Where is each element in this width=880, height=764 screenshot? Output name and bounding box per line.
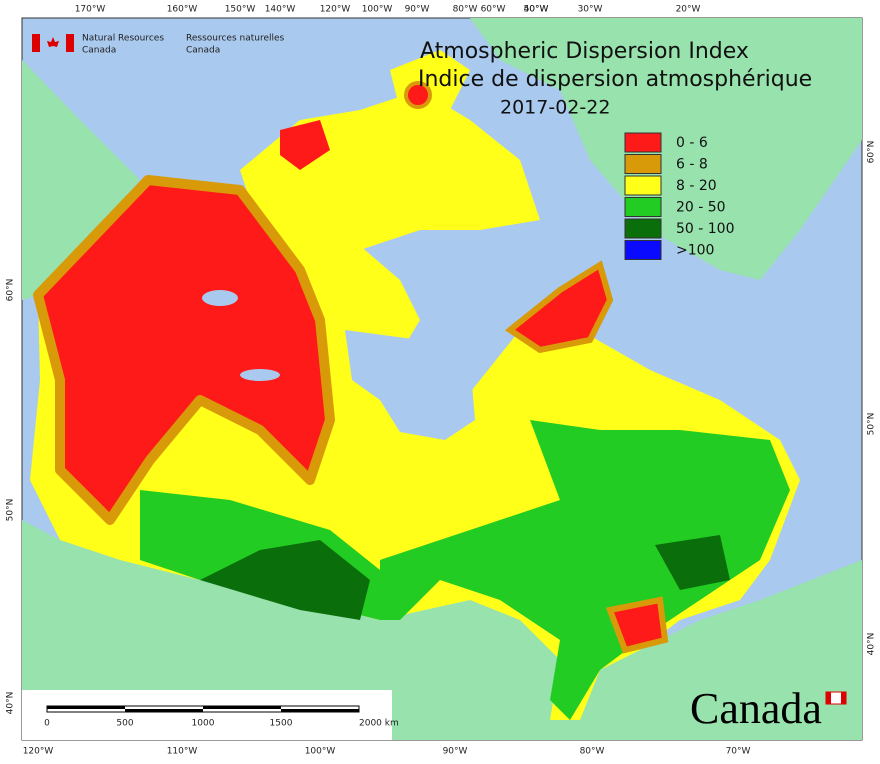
red-east <box>605 596 669 654</box>
flag-bar <box>826 692 831 704</box>
flag-bar <box>66 34 74 52</box>
lon-label: 140°W <box>265 5 296 15</box>
lon-label: 100°W <box>305 747 336 757</box>
title-date: 2017-02-22 <box>500 97 610 119</box>
maple-leaf <box>47 37 59 47</box>
lon-label: 160°W <box>167 5 198 15</box>
legend-swatch <box>624 197 662 217</box>
lake <box>202 290 238 306</box>
wordmark: Canada <box>690 684 822 733</box>
lat-label: 50°N <box>867 413 877 436</box>
lat-label: 40°N <box>6 692 16 715</box>
legend-label: 6 - 8 <box>676 157 708 173</box>
lon-label: 30°W <box>578 5 603 15</box>
scale-seg <box>47 706 125 709</box>
lat-label: 40°N <box>867 633 877 656</box>
dark-green-prairie <box>200 540 370 620</box>
lon-label: 60°W <box>481 5 506 15</box>
red-spot <box>404 81 432 109</box>
lon-label: 100°W <box>362 5 393 15</box>
legend-label: 0 - 6 <box>676 135 708 151</box>
red-island <box>280 120 330 170</box>
scale-bg <box>22 690 392 740</box>
scale-label: 1500 <box>270 719 293 729</box>
lat-label: 50°N <box>6 499 16 522</box>
title-fr: Indice de dispersion atmosphérique <box>418 67 812 92</box>
scale-label: 1000 <box>192 719 215 729</box>
title-en: Atmospheric Dispersion Index <box>420 39 749 64</box>
lon-label: 80°W <box>453 5 478 15</box>
red-labrador <box>504 260 614 354</box>
header-en: Canada <box>82 46 116 56</box>
scale-label: 500 <box>116 719 133 729</box>
legend-swatch <box>624 175 662 196</box>
greenland <box>470 18 862 280</box>
lon-label: 70°W <box>726 747 751 757</box>
legend-swatch <box>624 240 662 260</box>
scale-seg <box>281 709 359 712</box>
lon-label: 90°W <box>443 747 468 757</box>
legend-label: 20 - 50 <box>676 200 726 216</box>
flag-bar <box>841 692 846 704</box>
lat-label: 60°N <box>867 141 877 164</box>
lon-label: 90°W <box>405 5 430 15</box>
legend-swatch <box>624 132 662 153</box>
lon-label: 80°W <box>580 747 605 757</box>
header-en: Natural Resources <box>82 34 164 44</box>
legend-swatch <box>624 154 662 174</box>
lon-label: 110°W <box>167 747 198 757</box>
legend-label: 50 - 100 <box>676 221 735 237</box>
green-east <box>380 420 790 720</box>
hudson-bay <box>345 330 475 440</box>
legend-label: >100 <box>676 243 714 259</box>
scale-seg <box>203 706 281 709</box>
lon-label: 170°W <box>75 5 106 15</box>
header-fr: Canada <box>186 46 220 56</box>
lon-label: 20°W <box>676 5 701 15</box>
scale-seg <box>125 709 203 712</box>
lon-label: 50°W <box>524 5 549 15</box>
header-fr: Ressources naturelles <box>186 34 285 44</box>
legend-label: 8 - 20 <box>676 178 717 194</box>
flag-bar <box>32 34 40 52</box>
scale-label: 0 <box>44 719 50 729</box>
lat-label: 60°N <box>6 279 16 302</box>
lake <box>240 369 280 381</box>
dark-green-east <box>655 535 730 590</box>
lon-label: 120°W <box>320 5 351 15</box>
scale-label: 2000 km <box>359 719 399 729</box>
legend-swatch <box>624 218 662 239</box>
red-region <box>33 175 335 525</box>
lon-label: 40°W <box>524 5 549 15</box>
lon-label: 150°W <box>225 5 256 15</box>
lon-label: 120°W <box>23 747 54 757</box>
usa <box>22 520 862 740</box>
scale-bar <box>22 690 392 740</box>
alaska <box>22 60 140 300</box>
